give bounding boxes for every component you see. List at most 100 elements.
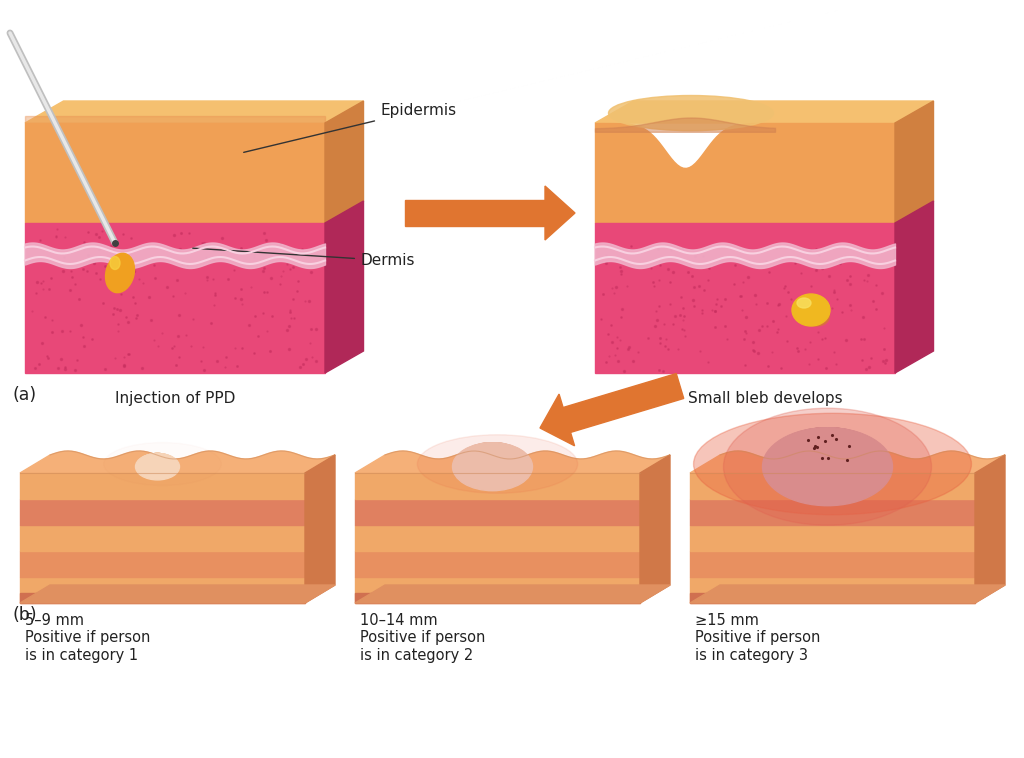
Ellipse shape	[802, 428, 853, 459]
Ellipse shape	[139, 453, 176, 476]
Polygon shape	[355, 473, 640, 499]
Ellipse shape	[148, 453, 166, 464]
Polygon shape	[690, 451, 1005, 473]
Polygon shape	[690, 585, 1005, 603]
Polygon shape	[305, 455, 335, 603]
Polygon shape	[25, 117, 325, 123]
Ellipse shape	[797, 298, 811, 308]
Polygon shape	[20, 585, 335, 603]
Ellipse shape	[693, 413, 972, 515]
Text: Epidermis: Epidermis	[244, 103, 456, 152]
Ellipse shape	[484, 443, 501, 453]
Ellipse shape	[461, 443, 524, 481]
Polygon shape	[355, 499, 640, 525]
Ellipse shape	[151, 453, 164, 462]
Ellipse shape	[821, 428, 834, 436]
Ellipse shape	[480, 443, 505, 457]
Text: Injection of PPD: Injection of PPD	[115, 391, 236, 406]
Ellipse shape	[818, 428, 838, 440]
Text: Small bleb develops: Small bleb develops	[688, 391, 843, 406]
Ellipse shape	[814, 428, 841, 443]
Ellipse shape	[142, 453, 173, 472]
Ellipse shape	[147, 453, 167, 465]
Polygon shape	[595, 223, 895, 373]
Ellipse shape	[143, 453, 172, 471]
Polygon shape	[690, 577, 975, 603]
Ellipse shape	[724, 409, 932, 525]
Polygon shape	[690, 499, 975, 525]
Ellipse shape	[772, 428, 883, 494]
Ellipse shape	[486, 443, 499, 450]
Ellipse shape	[154, 453, 162, 459]
Ellipse shape	[418, 435, 578, 493]
Polygon shape	[563, 374, 684, 432]
Ellipse shape	[157, 453, 159, 455]
Ellipse shape	[474, 443, 511, 465]
Ellipse shape	[136, 453, 178, 478]
Text: Dermis: Dermis	[193, 248, 415, 268]
Ellipse shape	[808, 428, 847, 451]
Ellipse shape	[465, 443, 520, 476]
Ellipse shape	[799, 428, 857, 463]
Polygon shape	[355, 593, 640, 603]
Ellipse shape	[490, 443, 495, 445]
Polygon shape	[20, 577, 305, 603]
Ellipse shape	[778, 428, 877, 486]
Ellipse shape	[459, 443, 526, 484]
Polygon shape	[25, 223, 325, 373]
Polygon shape	[406, 200, 545, 226]
Ellipse shape	[785, 428, 869, 478]
Polygon shape	[20, 473, 305, 499]
Ellipse shape	[455, 443, 530, 488]
Ellipse shape	[141, 453, 174, 473]
Ellipse shape	[488, 443, 497, 447]
Polygon shape	[25, 123, 325, 223]
Ellipse shape	[463, 443, 522, 479]
Polygon shape	[540, 394, 574, 446]
Ellipse shape	[824, 428, 830, 431]
Text: 10–14 mm
Positive if person
is in category 2: 10–14 mm Positive if person is in catego…	[360, 613, 485, 662]
Ellipse shape	[152, 453, 163, 460]
Ellipse shape	[792, 294, 830, 326]
Ellipse shape	[137, 453, 177, 478]
Ellipse shape	[608, 96, 773, 130]
Ellipse shape	[478, 443, 507, 459]
Polygon shape	[355, 551, 640, 577]
Ellipse shape	[470, 443, 514, 469]
Ellipse shape	[763, 428, 893, 506]
Ellipse shape	[144, 453, 171, 469]
Ellipse shape	[156, 453, 160, 456]
Polygon shape	[355, 451, 670, 473]
Ellipse shape	[110, 256, 120, 270]
Polygon shape	[20, 451, 335, 473]
Polygon shape	[20, 525, 305, 551]
Ellipse shape	[766, 428, 889, 502]
Polygon shape	[355, 577, 640, 603]
Ellipse shape	[482, 443, 503, 455]
Text: (b): (b)	[12, 606, 37, 624]
Polygon shape	[25, 101, 364, 123]
Polygon shape	[355, 585, 670, 603]
Ellipse shape	[469, 443, 516, 471]
Polygon shape	[895, 201, 934, 373]
Text: 5–9 mm
Positive if person
is in category 1: 5–9 mm Positive if person is in category…	[25, 613, 151, 662]
Polygon shape	[690, 473, 975, 499]
Text: (a): (a)	[12, 386, 36, 404]
Polygon shape	[20, 551, 305, 577]
Polygon shape	[545, 186, 575, 240]
Ellipse shape	[805, 306, 829, 326]
Ellipse shape	[135, 453, 179, 480]
Ellipse shape	[105, 253, 134, 293]
Ellipse shape	[145, 453, 170, 468]
Ellipse shape	[453, 443, 532, 490]
Ellipse shape	[150, 453, 165, 462]
Polygon shape	[325, 201, 364, 373]
Polygon shape	[975, 455, 1005, 603]
Ellipse shape	[472, 443, 512, 467]
Ellipse shape	[467, 443, 518, 474]
Polygon shape	[20, 499, 305, 525]
Ellipse shape	[788, 428, 866, 475]
Polygon shape	[690, 525, 975, 551]
Text: ≥15 mm
Positive if person
is in category 3: ≥15 mm Positive if person is in category…	[695, 613, 820, 662]
Polygon shape	[895, 101, 934, 223]
